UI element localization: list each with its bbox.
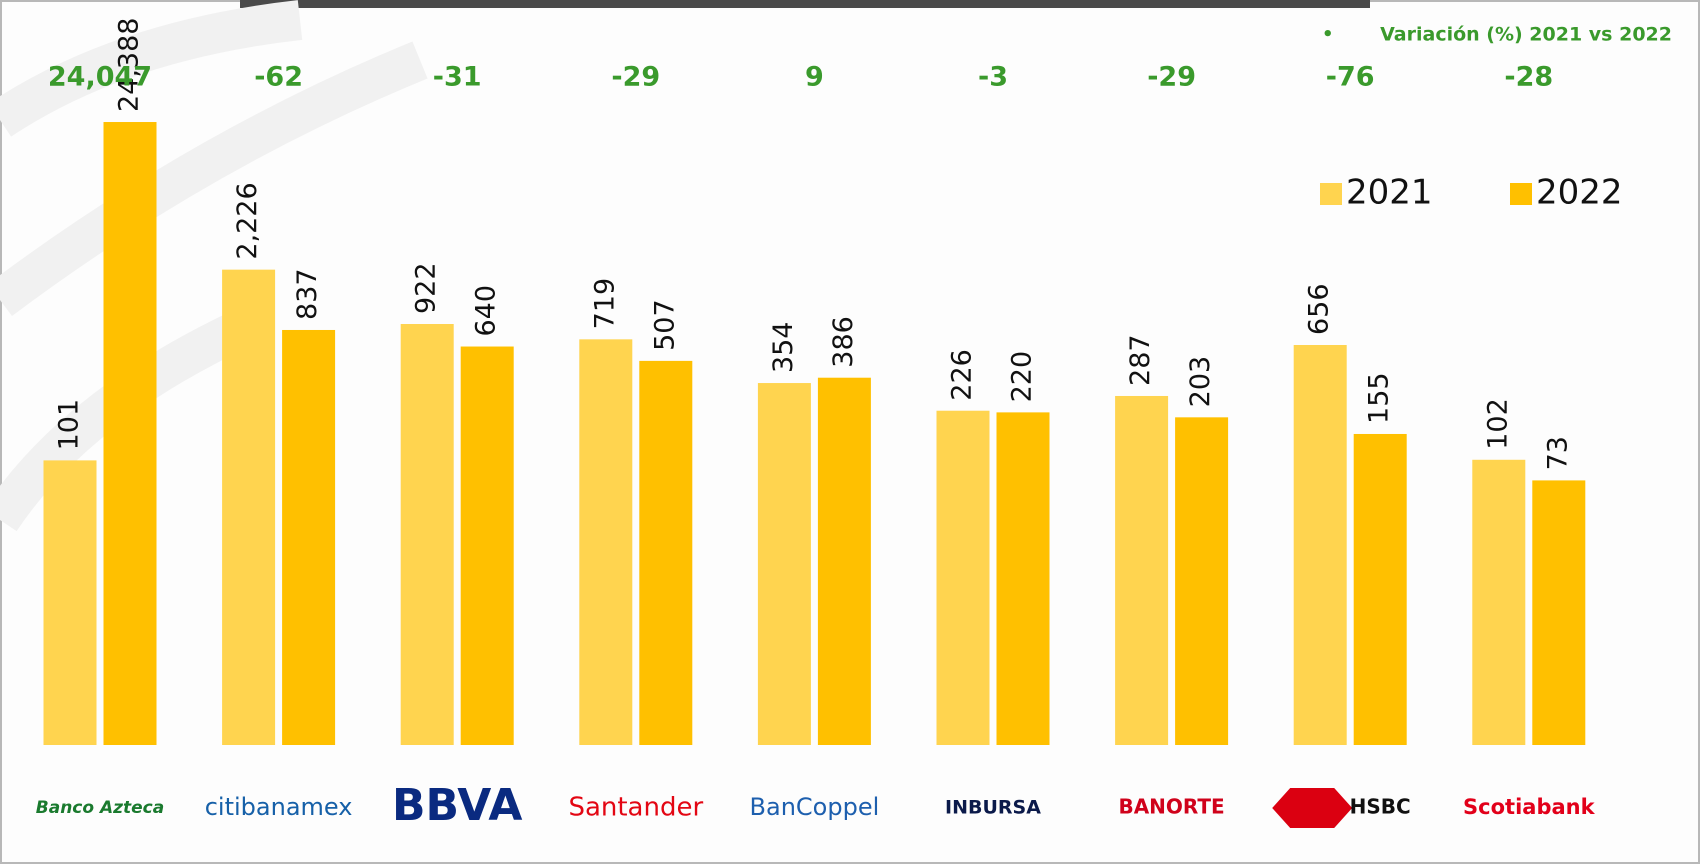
value-label: 2,226 bbox=[232, 182, 263, 259]
bar bbox=[1532, 480, 1586, 745]
value-label: 719 bbox=[589, 278, 620, 330]
value-label: 507 bbox=[649, 299, 680, 351]
value-label: 656 bbox=[1304, 283, 1335, 335]
variation-label: -31 bbox=[433, 62, 482, 93]
bank-logo: Santander bbox=[568, 793, 703, 823]
value-label: 101 bbox=[54, 399, 85, 451]
value-label: 640 bbox=[471, 285, 502, 337]
bar bbox=[43, 460, 97, 745]
bar bbox=[996, 412, 1050, 745]
hsbc-hexagon bbox=[1272, 788, 1353, 828]
value-label: 922 bbox=[411, 262, 442, 314]
bar bbox=[936, 410, 990, 745]
bank-logo: BANORTE bbox=[1118, 795, 1224, 819]
variation-label: -29 bbox=[1147, 62, 1196, 93]
bar bbox=[639, 360, 693, 745]
bar bbox=[282, 329, 336, 745]
bar bbox=[1472, 459, 1526, 745]
bank-logo: BBVA bbox=[392, 780, 522, 831]
variation-bullet: • bbox=[1322, 24, 1334, 45]
value-label: 24,388 bbox=[114, 18, 145, 112]
legend-label: 2021 bbox=[1346, 173, 1433, 213]
value-label: 102 bbox=[1482, 398, 1513, 450]
bar bbox=[460, 346, 514, 745]
bar bbox=[1175, 417, 1229, 745]
bar bbox=[1353, 433, 1407, 745]
variation-label: 24,047 bbox=[48, 62, 152, 93]
bank-logo: BanCoppel bbox=[750, 793, 880, 821]
variation-label: 9 bbox=[805, 62, 824, 93]
bank-logo: Banco Azteca bbox=[36, 798, 164, 818]
bar bbox=[579, 339, 633, 745]
bar bbox=[103, 122, 157, 745]
value-label: 386 bbox=[828, 316, 859, 368]
variation-label: -3 bbox=[978, 62, 1008, 93]
variation-label: -76 bbox=[1326, 62, 1375, 93]
bar bbox=[757, 383, 811, 745]
bar bbox=[222, 269, 276, 745]
value-label: 155 bbox=[1364, 372, 1395, 424]
value-label: 203 bbox=[1185, 356, 1216, 408]
variation-title: Variación (%) 2021 vs 2022 bbox=[1380, 24, 1672, 46]
variation-label: -29 bbox=[611, 62, 660, 93]
bank-logo: HSBC bbox=[1350, 795, 1411, 819]
variation-label: -28 bbox=[1504, 62, 1553, 93]
legend-swatch bbox=[1320, 183, 1342, 205]
bar bbox=[1115, 395, 1169, 745]
bar bbox=[1293, 344, 1347, 745]
bank-logo: citibanamex bbox=[205, 793, 353, 821]
bank-logo: INBURSA bbox=[945, 797, 1041, 819]
legend-label: 2022 bbox=[1536, 173, 1623, 213]
value-label: 837 bbox=[292, 268, 323, 320]
legend-swatch bbox=[1510, 183, 1532, 205]
bar bbox=[400, 324, 454, 745]
value-label: 354 bbox=[768, 321, 799, 373]
bar bbox=[817, 377, 871, 745]
value-label: 226 bbox=[947, 349, 978, 401]
value-label: 287 bbox=[1125, 334, 1156, 386]
variation-label: -62 bbox=[254, 62, 303, 93]
top-strip bbox=[240, 0, 1370, 8]
value-label: 220 bbox=[1007, 351, 1038, 403]
value-label: 73 bbox=[1542, 436, 1573, 470]
bank-logo: Scotiabank bbox=[1463, 795, 1596, 819]
